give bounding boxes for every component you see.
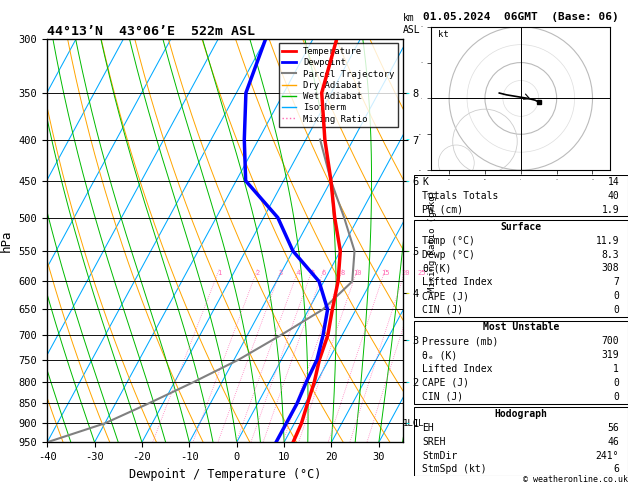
Legend: Temperature, Dewpoint, Parcel Trajectory, Dry Adiabat, Wet Adiabat, Isotherm, Mi: Temperature, Dewpoint, Parcel Trajectory… [279, 43, 398, 127]
Text: PW (cm): PW (cm) [423, 205, 464, 214]
Text: Mixing Ratio (g/kg): Mixing Ratio (g/kg) [428, 190, 437, 292]
Text: θₑ(K): θₑ(K) [423, 263, 452, 274]
Text: Lifted Index: Lifted Index [423, 364, 493, 374]
Bar [414, 220, 628, 317]
Bar [414, 175, 628, 216]
Text: StmSpd (kt): StmSpd (kt) [423, 464, 487, 474]
Text: 56: 56 [608, 423, 619, 433]
Text: Lifted Index: Lifted Index [423, 278, 493, 287]
Text: 1: 1 [217, 270, 221, 276]
Text: Pressure (mb): Pressure (mb) [423, 336, 499, 346]
Text: 6: 6 [613, 464, 619, 474]
Text: 308: 308 [601, 263, 619, 274]
Text: 0: 0 [613, 291, 619, 301]
Text: © weatheronline.co.uk: © weatheronline.co.uk [523, 474, 628, 484]
Text: -: - [406, 176, 409, 186]
Text: 25: 25 [418, 270, 426, 276]
Text: CAPE (J): CAPE (J) [423, 291, 469, 301]
Text: 1.9: 1.9 [601, 205, 619, 214]
Text: kt: kt [438, 31, 449, 39]
Text: km
ASL: km ASL [403, 13, 420, 35]
Text: -: - [406, 246, 409, 256]
Text: 20: 20 [401, 270, 410, 276]
Text: 11.9: 11.9 [596, 236, 619, 246]
Text: 7: 7 [613, 278, 619, 287]
Text: -: - [406, 418, 409, 428]
X-axis label: Dewpoint / Temperature (°C): Dewpoint / Temperature (°C) [129, 468, 321, 481]
Bar [414, 320, 628, 403]
Bar [414, 407, 628, 476]
Text: 6: 6 [322, 270, 326, 276]
Text: 241°: 241° [596, 451, 619, 461]
Text: 2: 2 [255, 270, 260, 276]
Text: Temp (°C): Temp (°C) [423, 236, 476, 246]
Text: 0: 0 [613, 378, 619, 388]
Text: 0: 0 [613, 392, 619, 401]
Text: CIN (J): CIN (J) [423, 305, 464, 315]
Text: 15: 15 [381, 270, 389, 276]
Text: 0: 0 [613, 305, 619, 315]
Text: Totals Totals: Totals Totals [423, 191, 499, 201]
Text: 3: 3 [279, 270, 283, 276]
Text: Dewp (°C): Dewp (°C) [423, 250, 476, 260]
Text: θₑ (K): θₑ (K) [423, 350, 458, 360]
Text: 40: 40 [608, 191, 619, 201]
Text: Most Unstable: Most Unstable [482, 322, 559, 332]
Text: 8.3: 8.3 [601, 250, 619, 260]
Text: CIN (J): CIN (J) [423, 392, 464, 401]
Text: CAPE (J): CAPE (J) [423, 378, 469, 388]
Text: -: - [406, 88, 409, 98]
Text: 4: 4 [296, 270, 301, 276]
Text: 01.05.2024  06GMT  (Base: 06): 01.05.2024 06GMT (Base: 06) [423, 12, 619, 22]
Text: SREH: SREH [423, 437, 446, 447]
Text: -: - [406, 335, 409, 346]
Text: 1: 1 [613, 364, 619, 374]
Text: Hodograph: Hodograph [494, 409, 547, 419]
Text: 10: 10 [353, 270, 362, 276]
Text: 319: 319 [601, 350, 619, 360]
Text: 14: 14 [608, 177, 619, 187]
Text: 5: 5 [310, 270, 314, 276]
Text: EH: EH [423, 423, 434, 433]
Text: 1LCL: 1LCL [403, 419, 424, 428]
Text: -: - [406, 377, 409, 387]
Text: 700: 700 [601, 336, 619, 346]
Text: K: K [423, 177, 428, 187]
Text: -: - [406, 135, 409, 144]
Text: -: - [406, 288, 409, 298]
Text: 44°13’N  43°06’E  522m ASL: 44°13’N 43°06’E 522m ASL [47, 25, 255, 38]
Text: StmDir: StmDir [423, 451, 458, 461]
Text: Surface: Surface [500, 222, 542, 232]
Text: 46: 46 [608, 437, 619, 447]
Text: 8: 8 [340, 270, 345, 276]
Y-axis label: hPa: hPa [0, 229, 13, 252]
